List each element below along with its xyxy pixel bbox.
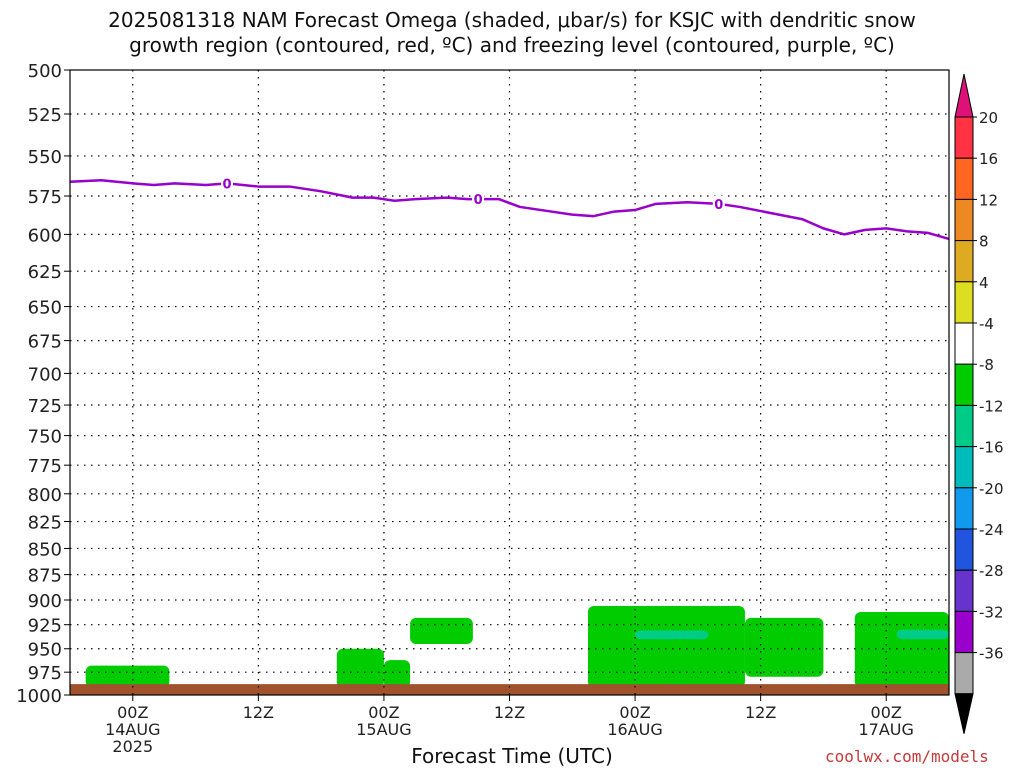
colorbar-swatch bbox=[954, 198, 974, 242]
omega-region bbox=[854, 611, 949, 688]
omega-region bbox=[336, 648, 384, 688]
freezing-level-label: 0 bbox=[222, 177, 231, 192]
y-tick-label: 1000 bbox=[16, 686, 62, 707]
colorbar-label: -4 bbox=[979, 315, 994, 333]
contour-label-bg bbox=[712, 195, 725, 212]
colorbar-swatch bbox=[954, 446, 974, 489]
x-axis-label: Forecast Time (UTC) bbox=[411, 744, 613, 768]
colorbar-label: -36 bbox=[979, 645, 1004, 663]
colorbar-bottom-arrow bbox=[954, 693, 974, 734]
x-tick-date: 14AUG bbox=[105, 720, 160, 739]
x-tick-label: 00Z bbox=[619, 703, 650, 722]
colorbar-swatch bbox=[954, 363, 974, 406]
omega-region bbox=[383, 660, 411, 688]
y-tick-label: 750 bbox=[28, 427, 62, 448]
omega-shading-layer bbox=[85, 605, 949, 688]
y-tick-label: 875 bbox=[28, 566, 62, 587]
omega-region bbox=[896, 629, 949, 640]
colorbar-swatch bbox=[954, 652, 974, 695]
x-tick-label: 00Z bbox=[117, 703, 148, 722]
x-tick-label: 00Z bbox=[368, 703, 399, 722]
x-tick-label: 12Z bbox=[243, 703, 274, 722]
colorbar-swatch bbox=[954, 528, 974, 571]
contour-label-bg bbox=[220, 175, 233, 192]
y-tick-label: 800 bbox=[28, 485, 62, 506]
y-tick-label: 550 bbox=[28, 147, 62, 168]
x-tick-label: 12Z bbox=[494, 703, 525, 722]
colorbar-label: -20 bbox=[979, 480, 1004, 498]
colorbar-label: -16 bbox=[979, 439, 1004, 457]
omega-region bbox=[587, 605, 745, 688]
title-line-2: growth region (contoured, red, ºC) and f… bbox=[129, 33, 895, 57]
y-tick-label: 775 bbox=[28, 456, 62, 477]
colorbar-label: -8 bbox=[979, 356, 994, 374]
y-tick-label: 650 bbox=[28, 298, 62, 319]
omega-region bbox=[85, 665, 170, 688]
freezing-level-label: 0 bbox=[714, 198, 723, 213]
y-axis: 500 525 550 575 600 625 650 675 700 725 750 775 800 8… bbox=[16, 61, 70, 707]
y-tick-label: 525 bbox=[28, 105, 62, 126]
colorbar-label: 4 bbox=[979, 274, 989, 292]
y-tick-label: 500 bbox=[28, 61, 62, 82]
colorbar-swatch bbox=[954, 610, 974, 654]
colorbar-label: 12 bbox=[979, 191, 998, 209]
x-tick-date: 17AUG bbox=[859, 720, 914, 739]
colorbar: 20 16 12 8 4 -4 -8 -12 -16 -20 -24 -28 -32 -36 bbox=[954, 73, 1004, 734]
y-tick-label: 700 bbox=[28, 364, 62, 385]
y-tick-label: 600 bbox=[28, 225, 62, 246]
grid-layer bbox=[70, 70, 949, 695]
y-tick-label: 825 bbox=[28, 513, 62, 534]
colorbar-swatch bbox=[954, 404, 974, 448]
x-tick-date: 15AUG bbox=[356, 720, 411, 739]
y-tick-label: 950 bbox=[28, 640, 62, 661]
colorbar-swatch bbox=[954, 157, 974, 200]
colorbar-swatch bbox=[954, 116, 974, 159]
x-tick-label: 12Z bbox=[745, 703, 776, 722]
terrain-fill bbox=[70, 684, 949, 695]
colorbar-swatch bbox=[954, 569, 974, 612]
y-tick-label: 625 bbox=[28, 262, 62, 283]
colorbar-swatch bbox=[954, 322, 974, 365]
colorbar-label: -32 bbox=[979, 603, 1004, 621]
colorbar-swatch bbox=[954, 281, 974, 324]
colorbar-top-arrow bbox=[954, 73, 974, 118]
colorbar-swatch bbox=[954, 240, 974, 283]
contour-label-bg bbox=[472, 191, 485, 208]
omega-region bbox=[410, 617, 473, 644]
title-line-1: 2025081318 NAM Forecast Omega (shaded, μ… bbox=[108, 8, 916, 32]
y-tick-label: 725 bbox=[28, 396, 62, 417]
y-tick-label: 575 bbox=[28, 187, 62, 208]
colorbar-label: -28 bbox=[979, 562, 1004, 580]
colorbar-label: 16 bbox=[979, 150, 998, 168]
colorbar-label: 8 bbox=[979, 233, 989, 251]
omega-region bbox=[744, 617, 824, 677]
terrain-layer bbox=[70, 684, 949, 695]
watermark: coolwx.com/models bbox=[825, 747, 989, 766]
colorbar-label: 20 bbox=[979, 109, 998, 127]
y-tick-label: 975 bbox=[28, 663, 62, 684]
colorbar-label: -12 bbox=[979, 397, 1004, 415]
colorbar-swatch bbox=[954, 487, 974, 530]
y-tick-label: 850 bbox=[28, 539, 62, 560]
freezing-level-layer: 0 0 0 bbox=[69, 175, 950, 241]
y-tick-label: 675 bbox=[28, 332, 62, 353]
y-tick-label: 900 bbox=[28, 591, 62, 612]
plot-frame bbox=[69, 69, 950, 696]
x-tick-year: 2025 bbox=[112, 737, 153, 756]
chart-title: 2025081318 NAM Forecast Omega (shaded, μ… bbox=[0, 8, 1024, 58]
freezing-level-label: 0 bbox=[474, 193, 483, 208]
colorbar-label: -24 bbox=[979, 521, 1004, 539]
y-tick-label: 925 bbox=[28, 616, 62, 637]
x-tick-label: 00Z bbox=[871, 703, 902, 722]
omega-region bbox=[635, 630, 709, 640]
x-tick-date: 16AUG bbox=[607, 720, 662, 739]
